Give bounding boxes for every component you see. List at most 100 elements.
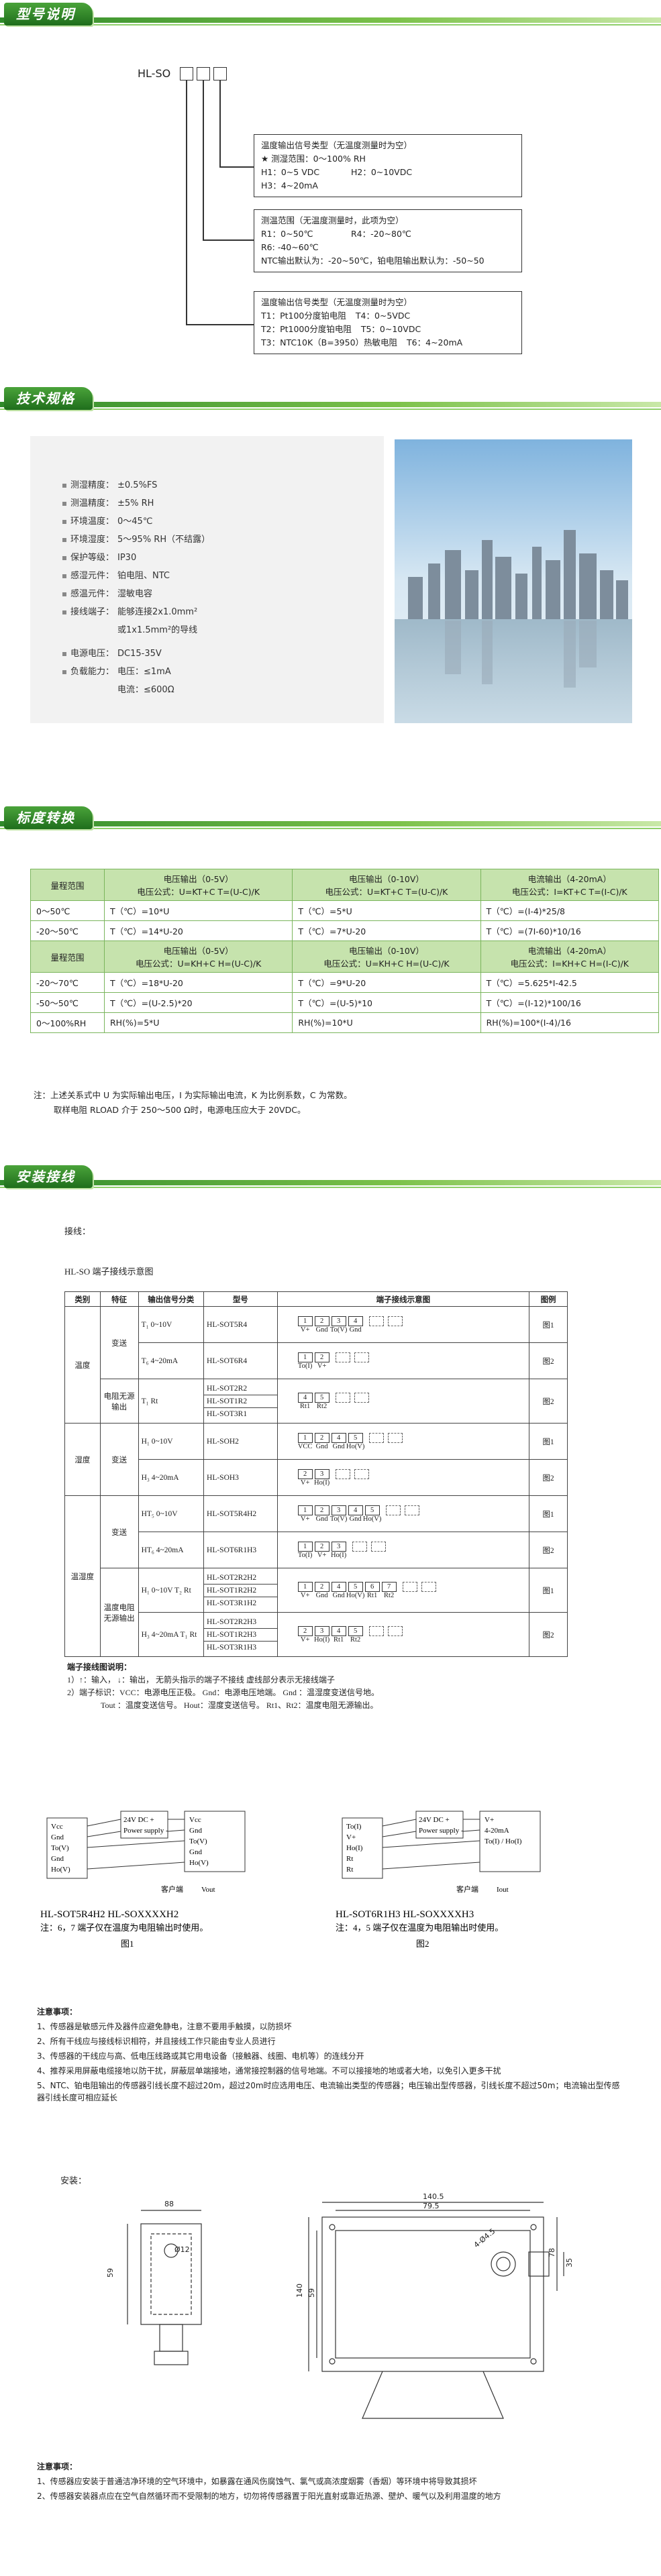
terminal-block [342, 1817, 383, 1879]
terminal: 4 Gnd [348, 1316, 365, 1334]
spec-label: 接线端子： [70, 607, 115, 617]
box-text: ★ 测湿范围：0～100% RH [261, 154, 366, 164]
header-cell: 类别 [64, 1291, 101, 1307]
cell: T（℃）=18*U-20 [103, 972, 293, 993]
terminal: 3 Ho(I) [314, 1625, 332, 1644]
terminal-label: To(I) [297, 1362, 313, 1370]
terminal-label: Ho(V) [51, 1866, 70, 1874]
spec-label: 环境湿度： [70, 535, 115, 545]
cell: T（℃）=(7I-60)*10/16 [480, 920, 660, 941]
cell: T（℃）=(U-5)*10 [292, 992, 481, 1013]
terminal-label: Gnd [51, 1855, 64, 1863]
feature: 变送 [99, 1495, 139, 1568]
terminal-number: 4 [331, 1625, 346, 1636]
cell: -50～50℃ [30, 992, 105, 1013]
col-title: 电压输出（0-10V） [349, 946, 424, 956]
note-item: 4、推荐采用屏蔽电缆接地以防干扰，屏蔽层单端接地，通常接控制器的信号地端。不可以… [37, 2066, 501, 2076]
section-header: 安装接线 [0, 1164, 661, 1191]
spec-panel: 测湿精度： ±0.5%FS 测温精度： ±5% RH 环境温度： 0～45℃ 环境湿度： 5～… [30, 436, 384, 723]
header-row: 类别 特征 输出信号分类 型号 端子接线示意图 图例 [64, 1291, 568, 1307]
header-cell: 特征 [99, 1291, 139, 1307]
model-box: 温度输出信号类型（无温度测量时为空） T1：Pt100分度铂电阻 T4：0~5VDC… [254, 291, 522, 354]
legend-line: 端子接线图说明： [67, 1662, 132, 1672]
box-line: T2：Pt1000分度铂电阻 T5：0~10VDC [261, 323, 515, 336]
model-code: HL-SO [138, 67, 171, 80]
terminals: 1 To(I) 2 V+ [276, 1342, 530, 1379]
cell: -20～50℃ [30, 920, 105, 941]
terminal-number: 1 [297, 1432, 313, 1443]
cell: T（℃）=5.625*I-42.5 [480, 972, 660, 993]
terminal-number: 2 [314, 1316, 329, 1326]
spare-terminal [370, 1541, 386, 1552]
terminal-number: 6 [364, 1581, 380, 1592]
figure-ref: 图1 [529, 1495, 568, 1532]
terminal-number: 1 [297, 1581, 313, 1592]
data-row: HT₆ 4~20mA HL-SOT6R1H3 1 To(I) 2 V+ 3 Ho(I) 图2 [65, 1532, 568, 1568]
client-device [479, 1811, 541, 1872]
terminal-number: 2 [297, 1468, 313, 1479]
category: 温湿度 [64, 1495, 101, 1657]
terminal-label: Rt1 [334, 1635, 344, 1644]
spare-box [385, 1505, 401, 1515]
spare-terminal [368, 1316, 384, 1326]
spare-terminal [404, 1505, 419, 1515]
note-item: 1、传感器是敏感元件及器件应避免静电，注意不要用手触摸，以防损坏 [37, 2022, 292, 2031]
signal: T₆ 4~20mA [138, 1342, 205, 1379]
bullet [62, 574, 66, 578]
model: HL-SOT2R2 [204, 1383, 277, 1395]
terminal-label: Gnd [315, 1326, 328, 1334]
spec-value: 能够连接2x1.0mm² [117, 607, 198, 617]
spare-box [354, 1392, 369, 1403]
terminal: 5 Ho(V) [346, 1432, 365, 1450]
models: HL-SOH3 [203, 1459, 278, 1496]
spare-box [354, 1468, 369, 1479]
box-text: T6：4~20mA [407, 337, 463, 347]
table-note: 注：上述关系式中 U 为实际输出电压，I 为实际输出电流，K 为比例系数，C 为… [34, 1090, 352, 1100]
spec-label: 感温元件： [70, 589, 115, 599]
terminal: 2 Gnd [314, 1432, 332, 1450]
supply-label: Power supply - [419, 1827, 464, 1835]
header-cell: 输出信号分类 [138, 1291, 205, 1307]
terminal-number: 3 [331, 1316, 346, 1326]
box-text: T4：0~5VDC [355, 311, 411, 321]
data-row: H₃ 4~20mA T₁ Rt HL-SOT2R2H3 HL-SOT1R2H3 HL-… [65, 1612, 568, 1657]
model: HL-SOT3R1H3 [207, 1643, 257, 1652]
col-formula: 电压公式：U=KH+C H=(U-C)/K [135, 959, 262, 969]
dimension: 140.5 [423, 2192, 444, 2201]
box-text: NTC输出默认为：-20~50℃，铂电阻输出默认为：-50~50 [261, 256, 485, 266]
models: HL-SOT5R4H2 [203, 1495, 278, 1532]
terminal-number: 2 [314, 1581, 329, 1592]
cell: T（℃）=(U-2.5)*20 [103, 992, 293, 1013]
terminal: 5 Ho(V) [363, 1505, 382, 1523]
spare-terminal [354, 1352, 369, 1362]
spec-label: 感湿元件： [70, 571, 115, 581]
terminal-number: 3 [331, 1505, 346, 1515]
box-text: H3：4~20mA [261, 180, 318, 191]
figure-note: 注：6，7 端子仅在温度为电阻输出时使用。 [40, 1923, 208, 1933]
terminal: 1 To(I) [297, 1541, 315, 1559]
spec-value: 铂电阻、NTC [117, 571, 170, 581]
spare-box [335, 1392, 350, 1403]
spec-row: 感湿元件： 铂电阻、NTC [62, 568, 170, 581]
spec-value: ±0.5%FS [117, 480, 158, 490]
terminal: 6 Rt1 [364, 1581, 382, 1599]
tree-line [203, 80, 204, 239]
header-cell: 型号 [203, 1291, 278, 1307]
client-pin: To(V) [189, 1837, 207, 1845]
terminal: 4 Gnd [348, 1505, 365, 1523]
terminal-number: 2 [314, 1541, 329, 1552]
header-cell: 电压输出（0-10V） 电压公式：U=KT+C T=(U-C)/K [292, 869, 481, 901]
header-cell: 量程范围 [30, 869, 105, 901]
terminals: 1 V+ 2 Gnd 4 Gnd 5 Ho(V) 6 Rt1 7 Rt2 [276, 1568, 530, 1613]
data-row: -20～70℃ T（℃）=18*U-20 T（℃）=9*U-20 T（℃）=5.625… [30, 972, 660, 993]
data-row: 0～100%RH RH(%)=5*U RH(%)=10*U RH(%)=100*(I-… [30, 1012, 660, 1033]
note-item: 3、传感器的干线应与高、低电压线路或其它用电设备（接触器、线圈、电机等）的连线分… [37, 2051, 364, 2061]
terminal-label: Gnd [349, 1515, 362, 1523]
terminal-number: 2 [314, 1432, 329, 1443]
spec-value: 电压：≤1mA [117, 667, 171, 677]
box-text: 测温范围（无温度测量时，此项为空） [261, 215, 404, 225]
cell: T（℃）=14*U-20 [103, 920, 293, 941]
header-cell: 端子接线示意图 [276, 1291, 530, 1307]
spare-box [335, 1468, 350, 1479]
col-formula: 电压公式：I=KT+C T=(I-C)/K [511, 887, 627, 897]
